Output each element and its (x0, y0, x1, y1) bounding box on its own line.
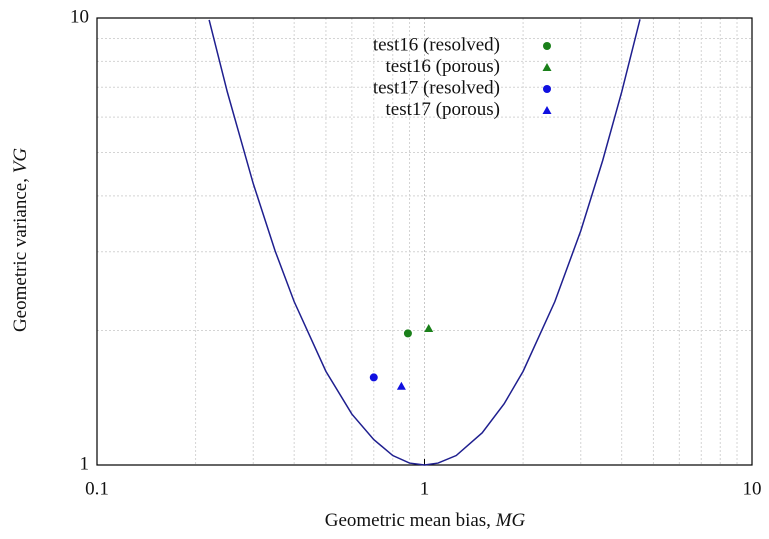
y-axis-label: Geometric variance, VG (10, 148, 31, 332)
legend-label: test17 (resolved) (373, 77, 500, 98)
y-tick-label: 10 (70, 6, 89, 27)
point (424, 324, 434, 333)
legend-marker (543, 42, 551, 50)
y-tick-label: 1 (80, 453, 90, 474)
x-tick-label: 10 (743, 478, 762, 499)
legend-label: test17 (porous) (385, 99, 500, 120)
legend-marker (542, 63, 552, 71)
x-tick-label: 1 (420, 478, 430, 499)
legend-label: test16 (porous) (385, 56, 500, 77)
x-label-symbol: MG (495, 510, 526, 531)
x-tick-label: 0.1 (85, 478, 109, 499)
curve (208, 19, 641, 466)
point (396, 381, 406, 390)
legend-marker (543, 85, 551, 93)
legend-marker (542, 106, 552, 114)
point (403, 329, 412, 338)
x-label-text: Geometric mean bias, (325, 510, 496, 531)
y-label-symbol: VG (10, 148, 31, 174)
y-label-text: Geometric variance, (10, 173, 31, 332)
x-axis-label: Geometric mean bias, MG (325, 510, 526, 531)
point (369, 373, 378, 382)
legend-label: test16 (resolved) (373, 34, 500, 55)
